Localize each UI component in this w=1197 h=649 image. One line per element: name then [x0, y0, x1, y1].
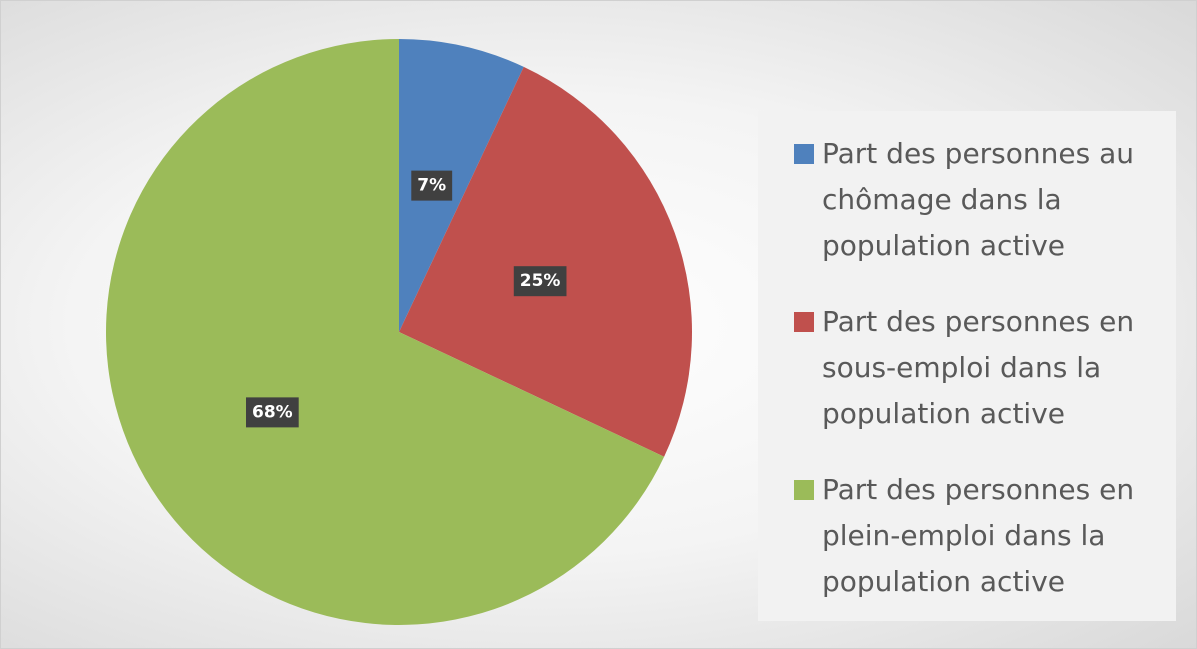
- legend-entry: Part des personnes en sous-emploi dans l…: [794, 299, 1156, 437]
- legend-swatch: [794, 144, 814, 164]
- pie-slice: [106, 38, 665, 625]
- legend: Part des personnes au chômage dans la po…: [758, 111, 1176, 621]
- legend-entry: Part des personnes au chômage dans la po…: [794, 131, 1156, 269]
- pie-slice: [399, 66, 692, 457]
- legend-swatch: [794, 312, 814, 332]
- data-label-box: [245, 397, 299, 428]
- data-label: 68%: [252, 402, 293, 422]
- legend-label: Part des personnes en sous-emploi dans l…: [822, 305, 1135, 430]
- data-label: 7%: [417, 176, 446, 196]
- legend-swatch: [794, 480, 814, 500]
- data-label-box: [411, 170, 453, 201]
- data-label-group: 68%: [245, 397, 299, 428]
- data-label-box: [513, 266, 567, 297]
- data-label-group: 7%: [411, 170, 453, 201]
- data-label: 25%: [520, 271, 561, 291]
- legend-label: Part des personnes au chômage dans la po…: [822, 137, 1135, 262]
- pie-slice: [399, 39, 524, 332]
- legend-label: Part des personnes en plein-emploi dans …: [822, 473, 1135, 598]
- data-label-group: 25%: [513, 266, 567, 297]
- legend-entry: Part des personnes en plein-emploi dans …: [794, 467, 1156, 605]
